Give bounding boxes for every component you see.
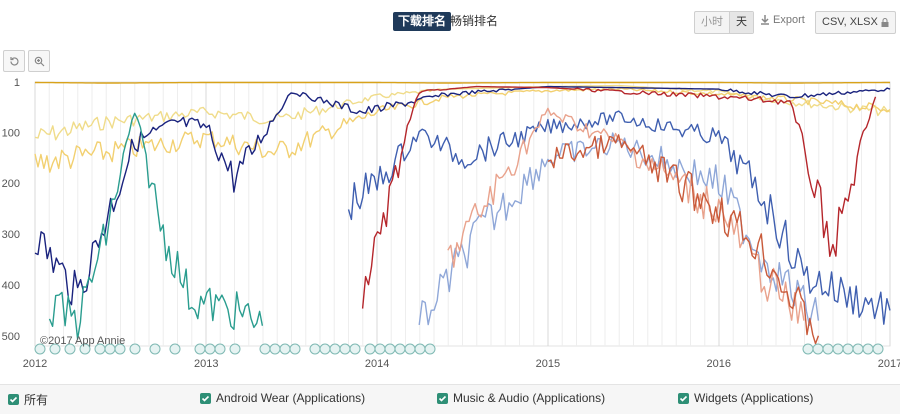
watermark: ©2017 App Annie [40, 335, 125, 347]
series-line-3 [34, 85, 891, 306]
top-bar: 下载排名 畅销排名 小时 天 Export CSV, XLSX [0, 0, 900, 42]
hour-option[interactable]: 小时 [701, 16, 723, 28]
legend-label: 所有 [24, 393, 49, 407]
x-tick-label: 2016 [706, 358, 730, 370]
tab-grossing[interactable]: 畅销排名 [450, 14, 499, 28]
y-tick-label: 100 [2, 127, 20, 139]
series-lines [34, 81, 891, 345]
x-tick-label: 2013 [194, 358, 218, 370]
x-tick-label: 2015 [536, 358, 560, 370]
event-marker-icon [374, 343, 386, 355]
x-tick-label: 2012 [23, 358, 47, 370]
event-marker-icon [309, 343, 321, 355]
checkbox-icon [437, 392, 448, 404]
event-marker-icon [384, 343, 396, 355]
event-marker-icon [289, 343, 301, 355]
export-button[interactable]: Export [760, 14, 805, 26]
legend-label: Widgets (Applications) [694, 391, 814, 405]
event-marker-icon [404, 343, 416, 355]
event-marker-icon [364, 343, 376, 355]
y-tick-label: 400 [2, 280, 20, 292]
y-axis: 1 100 200 300 400 500 [2, 77, 20, 343]
event-marker-icon [64, 343, 76, 355]
event-marker-icon [79, 343, 91, 355]
event-marker-icon [319, 343, 331, 355]
reset-icon [9, 56, 19, 66]
event-marker-icon [862, 343, 874, 355]
y-tick-label: 1 [14, 77, 20, 89]
event-marker-icon [204, 343, 216, 355]
event-marker-icon [812, 343, 824, 355]
legend-label: Android Wear (Applications) [216, 391, 366, 405]
event-marker-icon [194, 343, 206, 355]
event-marker-icon [129, 343, 141, 355]
event-marker-icon [214, 343, 226, 355]
lock-icon [881, 18, 889, 27]
event-marker-icon [339, 343, 351, 355]
event-marker-icon [394, 343, 406, 355]
y-tick-label: 200 [2, 178, 20, 190]
legend: 所有 Android Wear (Applications) Music & A… [0, 384, 900, 414]
export-label: Export [773, 14, 805, 26]
checkbox-icon [200, 392, 211, 404]
legend-label: Music & Audio (Applications) [453, 391, 606, 405]
format-button[interactable]: CSV, XLSX [815, 11, 896, 34]
chart-tools [3, 50, 50, 72]
checkbox-icon [678, 392, 689, 404]
series-line-7 [361, 85, 877, 309]
series-line-9 [547, 134, 820, 345]
event-marker-icon [329, 343, 341, 355]
series-line-5 [347, 110, 891, 325]
event-marker-icon [259, 343, 271, 355]
event-marker-icon [49, 343, 61, 355]
event-marker-icon [169, 343, 181, 355]
series-line-4 [48, 112, 264, 340]
checkbox-icon [8, 394, 19, 405]
event-marker-icon [424, 343, 436, 355]
granularity-toggle: 小时 天 [694, 11, 754, 34]
legend-item-all[interactable]: 所有 [8, 391, 48, 408]
event-marker-icon [852, 343, 864, 355]
tab-downloads[interactable]: 下载排名 [393, 12, 452, 31]
event-marker-icon [114, 343, 126, 355]
legend-item-android-wear[interactable]: Android Wear (Applications) [200, 391, 365, 405]
x-tick-label: 2017 [878, 358, 900, 370]
zoom-button[interactable] [28, 50, 50, 72]
x-tick-label: 2014 [365, 358, 389, 370]
event-marker-icon [279, 343, 291, 355]
event-marker-icon [802, 343, 814, 355]
event-marker-icon [414, 343, 426, 355]
format-label: CSV, XLSX [822, 16, 878, 28]
legend-item-widgets[interactable]: Widgets (Applications) [678, 391, 813, 405]
series-line-2 [34, 87, 891, 173]
event-markers [34, 343, 884, 355]
y-tick-label: 500 [2, 331, 20, 343]
grid [34, 81, 891, 347]
event-marker-icon [832, 343, 844, 355]
y-tick-label: 300 [2, 229, 20, 241]
reset-zoom-button[interactable] [3, 50, 25, 72]
zoom-icon [34, 56, 44, 66]
event-marker-icon [822, 343, 834, 355]
day-option[interactable]: 天 [729, 12, 753, 33]
x-axis: 2012 2013 2014 2015 2016 2017 [23, 358, 900, 370]
event-marker-icon [842, 343, 854, 355]
event-marker-icon [34, 343, 46, 355]
legend-item-music-audio[interactable]: Music & Audio (Applications) [437, 391, 605, 405]
download-icon [761, 15, 769, 25]
event-marker-icon [872, 343, 884, 355]
series-line-6 [418, 132, 820, 327]
event-marker-icon [229, 343, 241, 355]
event-marker-icon [269, 343, 281, 355]
event-marker-icon [149, 343, 161, 355]
event-marker-icon [349, 343, 361, 355]
series-line-0 [35, 81, 890, 84]
